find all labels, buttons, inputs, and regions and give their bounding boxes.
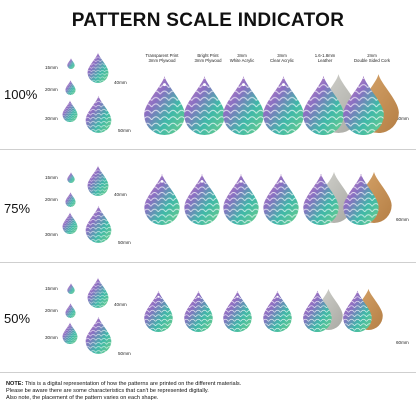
row-divider bbox=[0, 149, 416, 150]
size-label-50mm: 50mm bbox=[118, 351, 131, 356]
cork-front-swatch bbox=[343, 76, 384, 135]
leather-front-swatch bbox=[303, 76, 344, 135]
swatch-50mm bbox=[85, 205, 112, 243]
swatch-15mm bbox=[67, 283, 75, 294]
size-label-30mm: 30mm bbox=[45, 335, 58, 340]
row-divider bbox=[0, 372, 416, 373]
swatch-20mm bbox=[65, 303, 76, 318]
material-swatch bbox=[144, 290, 173, 332]
footnote: NOTE: This is a digital representation o… bbox=[6, 381, 242, 401]
column-header-bright-plywood: Bright Print 3mm Plywood bbox=[194, 53, 222, 63]
size-label-20mm: 20mm bbox=[45, 308, 58, 313]
swatch-15mm bbox=[67, 58, 75, 69]
size-label-15mm: 15mm bbox=[45, 286, 58, 291]
material-swatch bbox=[263, 290, 292, 332]
material-swatch bbox=[184, 173, 220, 225]
size-label-50mm: 50mm bbox=[118, 240, 131, 245]
swatch-15mm bbox=[67, 172, 75, 183]
leather-front-swatch bbox=[303, 173, 339, 225]
size-label-60mm: 60mm bbox=[396, 340, 409, 345]
swatch-30mm bbox=[62, 100, 78, 122]
size-label-60mm: 60mm bbox=[396, 116, 409, 121]
material-swatch bbox=[263, 76, 304, 135]
material-swatch bbox=[184, 290, 213, 332]
page-title: PATTERN SCALE INDICATOR bbox=[71, 10, 345, 31]
swatch-40mm bbox=[87, 52, 109, 83]
scale-label-50: 50% bbox=[4, 311, 31, 326]
material-swatch bbox=[144, 76, 185, 135]
material-swatch bbox=[223, 173, 259, 225]
column-header-cork: 2mm Double Sided Cork bbox=[353, 53, 391, 63]
swatch-20mm bbox=[65, 80, 76, 95]
size-label-15mm: 15mm bbox=[45, 65, 58, 70]
size-label-30mm: 30mm bbox=[45, 232, 58, 237]
column-header-leather: 1.6-1.8mm Leather bbox=[314, 53, 336, 63]
scale-label-100: 100% bbox=[4, 87, 38, 102]
leather-front-swatch bbox=[303, 290, 332, 332]
swatch-50mm bbox=[85, 316, 112, 354]
size-label-40mm: 40mm bbox=[114, 302, 127, 307]
material-swatch bbox=[263, 173, 299, 225]
size-label-60mm: 60mm bbox=[396, 217, 409, 222]
material-swatch bbox=[144, 173, 180, 225]
size-label-20mm: 20mm bbox=[45, 87, 58, 92]
size-label-40mm: 40mm bbox=[114, 80, 127, 85]
swatch-40mm bbox=[87, 277, 109, 308]
scale-label-75: 75% bbox=[4, 201, 31, 216]
size-label-40mm: 40mm bbox=[114, 192, 127, 197]
swatch-40mm bbox=[87, 165, 109, 196]
size-label-30mm: 30mm bbox=[45, 116, 58, 121]
material-swatch bbox=[184, 76, 225, 135]
size-label-15mm: 15mm bbox=[45, 175, 58, 180]
material-swatch bbox=[223, 290, 252, 332]
swatch-20mm bbox=[65, 192, 76, 207]
size-label-20mm: 20mm bbox=[45, 197, 58, 202]
size-label-50mm: 50mm bbox=[118, 128, 131, 133]
row-divider bbox=[0, 262, 416, 263]
material-swatch bbox=[223, 76, 264, 135]
column-header-clear-acrylic: 3mm Clear Acrylic bbox=[270, 53, 294, 63]
cork-front-swatch bbox=[343, 290, 372, 332]
swatch-30mm bbox=[62, 322, 78, 344]
cork-front-swatch bbox=[343, 173, 379, 225]
column-header-transparent-plywood: Transparent Print 3mm Plywood bbox=[145, 53, 179, 63]
swatch-50mm bbox=[85, 95, 112, 133]
column-header-white-acrylic: 3mm White Acrylic bbox=[229, 53, 255, 63]
swatch-30mm bbox=[62, 212, 78, 234]
